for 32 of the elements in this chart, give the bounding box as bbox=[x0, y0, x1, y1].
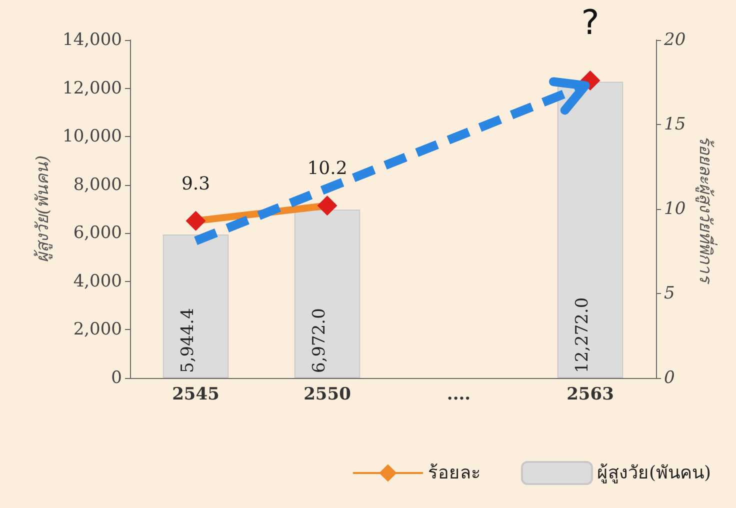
point bbox=[186, 210, 206, 231]
data-label: 5,944.4 bbox=[178, 308, 198, 373]
x-tick-label: 2545 bbox=[172, 384, 220, 404]
y2-tick-label: 0 bbox=[664, 368, 675, 388]
data-label: 12,272.0 bbox=[572, 297, 592, 373]
y-tick-label: 4,000 bbox=[73, 271, 122, 292]
x-tick-label: .... bbox=[446, 384, 471, 404]
y-tick-label: 6,000 bbox=[73, 223, 122, 244]
bar bbox=[294, 210, 360, 378]
legend-label: ผู้สูงวัย(พันคน) bbox=[596, 462, 711, 484]
y-tick-label: 0 bbox=[111, 368, 122, 388]
data-label: 6,972.0 bbox=[309, 308, 330, 373]
annotation: ? bbox=[581, 3, 600, 43]
y2-tick-label: 10 bbox=[664, 199, 686, 219]
y-tick-label: 2,000 bbox=[73, 320, 122, 340]
y-axis-title: ผู้สูงวัย(พันคน) bbox=[33, 155, 54, 263]
data-label: 9.3 bbox=[181, 173, 210, 194]
bar bbox=[162, 234, 229, 378]
y2-tick-label: 15 bbox=[664, 114, 686, 134]
data-label: 10.2 bbox=[307, 158, 348, 180]
point bbox=[317, 196, 338, 216]
legend-label: ร้อยละ bbox=[428, 462, 481, 484]
y2-tick-label: 20 bbox=[663, 30, 686, 50]
x-tick-label: 2550 bbox=[304, 384, 352, 404]
y2-tick-label: 5 bbox=[664, 284, 675, 304]
y-tick-label: 10,000 bbox=[62, 126, 122, 147]
y-tick-label: 8,000 bbox=[73, 174, 122, 195]
y2-axis-title: ร้อยละผู้สูงวัยที่พิการ bbox=[695, 136, 718, 284]
x-tick-label: 2563 bbox=[566, 384, 614, 404]
bar bbox=[557, 82, 624, 378]
y-tick-label: 12,000 bbox=[62, 78, 122, 98]
y-tick-label: 14,000 bbox=[62, 30, 122, 50]
